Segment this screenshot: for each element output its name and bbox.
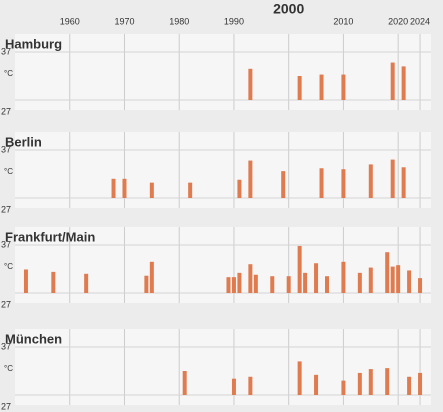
bar [237,272,242,293]
y-tick-label: 37 [1,341,11,351]
bar [226,277,231,293]
panel [15,132,431,208]
x-tick-label: 1980 [169,16,189,26]
bar [418,372,423,395]
x-tick-label: 2020 [388,16,408,26]
bar [84,273,89,293]
bar [144,275,149,293]
bar [149,261,154,293]
x-tick-label: 2010 [333,16,353,26]
bar [319,168,324,198]
bar [297,245,302,293]
bar [314,374,319,395]
bar [23,269,28,293]
bar [182,371,187,395]
bar [314,263,319,293]
bar [401,167,406,198]
bar [188,182,193,198]
y-tick-label: 27 [1,204,11,214]
bar [149,182,154,198]
bar [253,274,258,293]
bar [357,372,362,395]
x-tick-label: 1990 [224,16,244,26]
y-axis-label: °C [4,69,13,78]
bar [303,272,308,293]
bar [270,276,275,293]
bar [341,380,346,395]
y-tick-label: 37 [1,46,11,56]
bar [341,169,346,198]
bar [418,278,423,293]
y-axis-label: °C [4,167,13,176]
bar [248,264,253,293]
y-tick-label: 37 [1,239,11,249]
bar [319,74,324,100]
bar [281,171,286,198]
x-tick-label: 2024 [410,16,430,26]
bar [368,267,373,293]
bar [51,271,56,293]
bar [286,276,291,293]
y-tick-label: 27 [1,106,11,116]
x-tick-label: 1960 [60,16,80,26]
bar [390,266,395,293]
bar [237,179,242,198]
panel-title: Frankfurt/Main [5,229,95,244]
bar [297,361,302,395]
bar [325,276,329,293]
bar [390,62,395,100]
y-tick-label: 27 [1,401,11,411]
bar [341,74,346,100]
y-tick-label: 27 [1,299,11,309]
bar [407,376,412,395]
y-axis-label: °C [4,364,13,373]
bar [385,368,390,395]
bar [357,272,362,293]
bar [231,378,236,395]
bar [341,261,346,293]
y-tick-label: 37 [1,144,11,154]
y-axis-label: °C [4,262,13,271]
bar [297,76,302,100]
bar [231,277,236,293]
bar [368,164,373,198]
bar [385,252,390,293]
bar [368,369,373,395]
bar [248,160,253,198]
bar [401,66,406,100]
x-tick-label: 2000 [273,1,304,17]
panel-title: Hamburg [5,36,62,51]
x-tick-label: 1970 [114,16,134,26]
panel-title: München [5,331,62,346]
bar [248,68,253,100]
panel [15,34,431,110]
panel-title: Berlin [5,134,42,149]
bar [122,178,127,198]
bar [390,159,395,198]
bar [248,376,253,395]
bar [396,265,401,293]
panel [15,329,431,405]
bar [111,178,116,198]
bar [407,270,412,293]
